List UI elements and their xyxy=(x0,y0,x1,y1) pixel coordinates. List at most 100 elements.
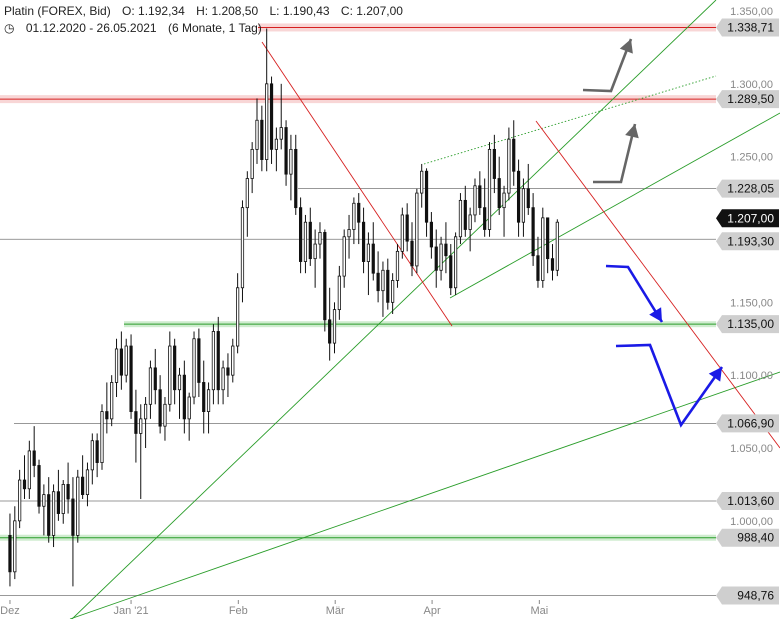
candle xyxy=(458,193,463,245)
candle xyxy=(550,244,555,281)
candle xyxy=(361,207,366,274)
candle-body xyxy=(90,440,94,471)
candles-group xyxy=(8,28,559,587)
candle-body xyxy=(192,338,196,398)
candle-body xyxy=(153,367,157,391)
candle-body xyxy=(37,465,41,507)
period: (6 Monate, 1 Tag) xyxy=(167,21,262,35)
candle-body xyxy=(318,232,322,245)
candle-body xyxy=(444,243,448,257)
x-tick-label: Feb xyxy=(229,605,248,617)
candle xyxy=(124,338,128,383)
candle xyxy=(18,469,22,529)
candle-body xyxy=(226,367,230,376)
candle-body xyxy=(221,367,225,391)
candle-body xyxy=(231,345,235,376)
candle xyxy=(187,392,191,441)
candle-body xyxy=(8,535,12,573)
candle xyxy=(245,171,249,237)
candle xyxy=(420,163,424,208)
candle xyxy=(105,382,109,434)
candle-body xyxy=(342,236,346,277)
candle-body xyxy=(429,221,433,248)
candle-body xyxy=(18,479,22,522)
candle xyxy=(371,222,375,281)
candle-body xyxy=(391,280,395,303)
level-tag-label: 1.135,00 xyxy=(727,317,774,331)
candle xyxy=(526,163,530,215)
level-tag-label: 1.289,50 xyxy=(727,92,774,106)
level-tag xyxy=(716,232,779,251)
candle-body xyxy=(206,389,211,412)
candle-body xyxy=(240,207,245,289)
candle-body xyxy=(420,170,424,194)
level-tag xyxy=(716,209,779,228)
candle xyxy=(279,83,283,150)
trendline-resistance-1 xyxy=(261,41,453,327)
candle-body xyxy=(260,119,264,160)
candle xyxy=(381,261,385,317)
candle-body xyxy=(424,170,429,223)
candle-body xyxy=(492,148,496,179)
candle-body xyxy=(381,269,385,292)
candle xyxy=(197,328,201,398)
level-tag xyxy=(716,528,779,547)
candle xyxy=(318,222,322,259)
level-tag xyxy=(716,586,779,605)
candle xyxy=(308,207,312,266)
candle xyxy=(546,217,550,274)
instrument-name: Platin (FOREX, Bid) xyxy=(4,4,111,18)
candle-body xyxy=(27,450,31,490)
instrument-header: Platin (FOREX, Bid) O: 1.192,34 H: 1.208… xyxy=(4,4,411,18)
blue-arrow-down-head xyxy=(649,307,662,322)
date-range: 01.12.2020 - 26.05.2021 xyxy=(25,21,157,35)
candle-body xyxy=(47,494,51,536)
candle xyxy=(13,506,17,580)
candle-body xyxy=(66,484,70,500)
candle-body xyxy=(81,476,85,496)
candle-body xyxy=(255,119,259,150)
candle-body xyxy=(332,309,337,344)
candle xyxy=(119,331,123,390)
candle xyxy=(478,171,482,215)
high-value: H: 1.208,50 xyxy=(196,4,259,18)
candle xyxy=(410,222,414,277)
x-tick-label: Mai xyxy=(530,605,548,617)
candle-body xyxy=(294,148,298,209)
candle-body xyxy=(541,217,545,281)
candle xyxy=(415,188,419,274)
candle xyxy=(536,236,540,288)
candle-body xyxy=(197,338,201,383)
candle xyxy=(541,207,545,288)
candle xyxy=(110,375,114,427)
candle-body xyxy=(463,199,467,230)
candle-body xyxy=(487,148,492,230)
candle-body xyxy=(512,138,516,172)
candle-body xyxy=(303,221,308,262)
candle xyxy=(487,142,492,237)
candle xyxy=(90,433,94,485)
candle xyxy=(294,134,298,215)
candle xyxy=(206,382,211,434)
candle xyxy=(463,185,467,237)
x-tick-label: Dez xyxy=(0,605,20,617)
candle xyxy=(211,324,216,405)
candle xyxy=(454,232,458,296)
candle xyxy=(284,120,288,186)
candle xyxy=(61,480,65,524)
candle-body xyxy=(187,396,191,420)
candle-body xyxy=(507,138,511,194)
low-value: L: 1.190,43 xyxy=(269,4,330,18)
candle-body xyxy=(468,214,472,230)
open-value: O: 1.192,34 xyxy=(122,4,185,18)
candle xyxy=(255,98,259,164)
blue-arrow-rebound-head xyxy=(708,367,722,382)
trendline-dotted xyxy=(423,75,717,165)
candle-body xyxy=(473,185,477,216)
candle-body xyxy=(202,382,206,412)
candle-body xyxy=(274,138,278,150)
candle xyxy=(95,433,99,478)
candle-body xyxy=(143,403,148,420)
candle xyxy=(424,168,429,237)
